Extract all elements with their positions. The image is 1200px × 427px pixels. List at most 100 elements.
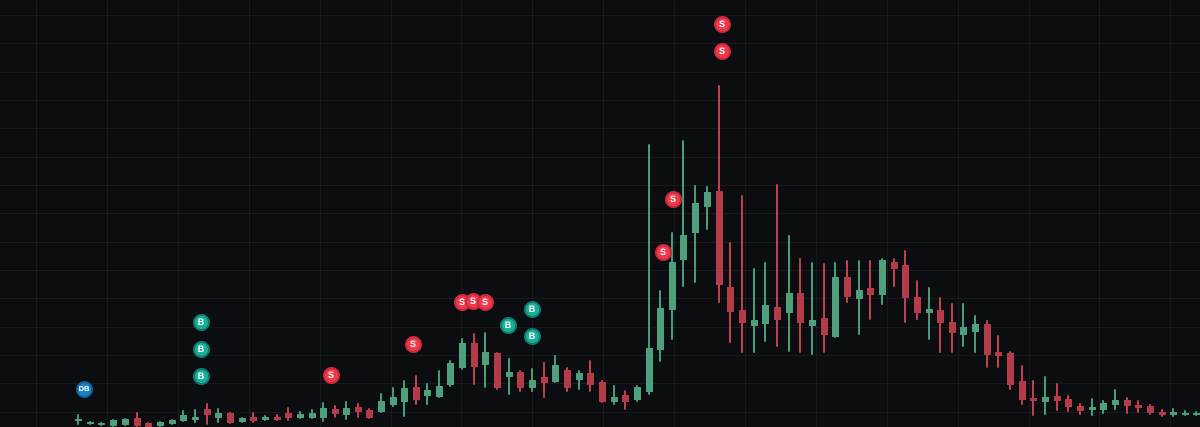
candle-body-down — [1064, 399, 1072, 407]
buy-marker[interactable]: B — [192, 313, 210, 331]
candle-body-up — [1192, 413, 1200, 415]
buy-marker[interactable]: B — [192, 340, 210, 358]
candle-body-down — [365, 410, 373, 418]
candle-body-up — [261, 417, 269, 420]
grid-line-vertical — [674, 0, 676, 427]
candle-wick-up — [438, 370, 440, 398]
candle-body-down — [1018, 381, 1026, 400]
grid-line-vertical — [745, 0, 746, 427]
candle-body-up — [446, 363, 454, 385]
candle-body-down — [133, 418, 141, 426]
grid-line-vertical — [248, 0, 250, 427]
candle-body-down — [516, 372, 524, 388]
candle-body-down — [144, 423, 152, 427]
grid-line-vertical — [461, 0, 463, 427]
candle-body-down — [1146, 406, 1154, 413]
candle-body-up — [342, 408, 350, 415]
candle-body-down — [994, 352, 1002, 356]
candle-body-up — [319, 408, 327, 418]
candle-body-up — [214, 413, 222, 418]
grid-line-horizontal — [0, 269, 1200, 271]
candle-wick-up — [194, 409, 196, 423]
candle-body-up — [831, 277, 839, 337]
sell-marker[interactable]: S — [476, 293, 494, 311]
candle-body-down — [796, 293, 804, 323]
candle-body-up — [959, 327, 967, 335]
candle-body-up — [610, 397, 618, 402]
sell-marker[interactable]: S — [713, 15, 731, 33]
candle-body-up — [481, 352, 489, 365]
grid-line-horizontal — [0, 156, 1200, 158]
sell-marker[interactable]: S — [713, 42, 731, 60]
candle-body-down — [540, 377, 548, 383]
candle-wick-up — [962, 303, 964, 347]
sell-marker[interactable]: S — [404, 335, 422, 353]
candle-body-up — [925, 309, 933, 313]
grid-line-vertical — [957, 0, 959, 427]
buy-marker[interactable]: B — [192, 367, 210, 385]
candle-wick-up — [648, 144, 650, 395]
candle-wick-up — [1044, 376, 1046, 415]
grid-line-horizontal — [0, 213, 1200, 215]
candle-body-up — [156, 422, 164, 426]
candle-body-up — [528, 380, 536, 388]
candle-body-up — [1169, 412, 1177, 415]
candle-body-up — [761, 305, 769, 324]
grid-line-horizontal — [0, 43, 1200, 45]
candle-body-up — [551, 365, 559, 382]
candle-wick-up — [613, 385, 615, 405]
buy-marker[interactable]: B — [523, 300, 541, 318]
candle-body-down — [726, 287, 734, 312]
grid-line-vertical — [1170, 0, 1172, 427]
candle-body-up — [668, 262, 676, 310]
candle-body-down — [493, 353, 501, 388]
sell-marker[interactable]: S — [664, 190, 682, 208]
candle-body-up — [308, 413, 316, 418]
candle-body-down — [470, 343, 478, 367]
grid-line-horizontal — [0, 71, 1200, 73]
candle-body-up — [1088, 407, 1096, 410]
buy-marker[interactable]: B — [499, 316, 517, 334]
candle-body-down — [1134, 405, 1142, 408]
grid-line-horizontal — [0, 184, 1200, 186]
grid-line-horizontal — [0, 241, 1200, 243]
grid-line-horizontal — [0, 15, 1200, 16]
candle-body-up — [1041, 397, 1049, 402]
candle-body-up — [1099, 403, 1107, 410]
candle-body-down — [890, 262, 898, 269]
sell-marker[interactable]: S — [322, 366, 340, 384]
grid-line-vertical — [1099, 0, 1101, 427]
candle-body-up — [1111, 400, 1119, 405]
candle-body-up — [656, 308, 664, 350]
candle-body-down — [820, 318, 828, 335]
grid-line-vertical — [319, 0, 321, 427]
candle-body-up — [109, 420, 117, 426]
candle-body-down — [983, 324, 991, 355]
candle-wick-down — [939, 297, 941, 353]
candle-wick-up — [928, 287, 930, 340]
candle-body-down — [586, 373, 594, 385]
candle-body-down — [936, 310, 944, 323]
candle-body-up — [296, 414, 304, 418]
candle-body-down — [1029, 398, 1037, 401]
candle-body-up — [377, 401, 385, 412]
sell-marker[interactable]: S — [654, 243, 672, 261]
candle-body-down — [1006, 353, 1014, 385]
grid-line-horizontal — [0, 354, 1200, 356]
candle-body-up — [691, 203, 699, 233]
candle-body-down — [354, 407, 362, 412]
candle-wick-down — [823, 263, 825, 353]
candle-body-up — [505, 372, 513, 377]
candle-wick-up — [974, 315, 976, 353]
db-marker[interactable]: DB — [75, 380, 93, 398]
candle-body-up — [191, 417, 199, 420]
candle-body-up — [86, 422, 94, 424]
candle-wick-up — [753, 268, 755, 353]
candle-body-up — [750, 320, 758, 326]
grid-line-vertical — [107, 0, 109, 427]
candle-wick-down — [776, 184, 778, 347]
grid-line-vertical — [1028, 0, 1030, 427]
buy-marker[interactable]: B — [523, 327, 541, 345]
